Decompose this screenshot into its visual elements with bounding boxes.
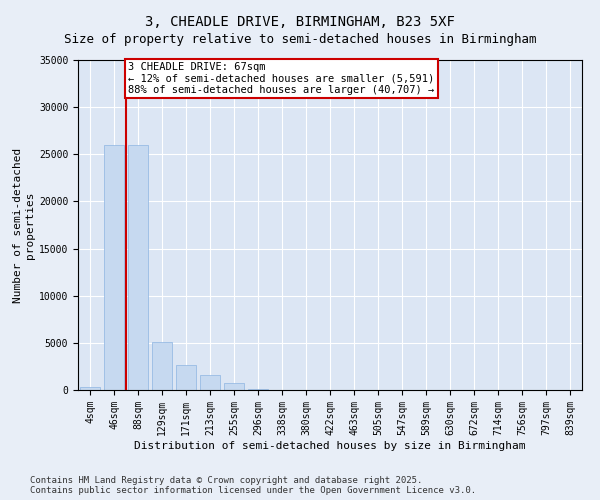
Bar	[200, 375, 220, 390]
Bar	[176, 364, 196, 390]
Bar	[128, 145, 148, 390]
Bar	[80, 387, 100, 390]
Bar	[104, 145, 124, 390]
Y-axis label: Number of semi-detached
properties: Number of semi-detached properties	[13, 148, 35, 302]
Text: 3 CHEADLE DRIVE: 67sqm
← 12% of semi-detached houses are smaller (5,591)
88% of : 3 CHEADLE DRIVE: 67sqm ← 12% of semi-det…	[128, 62, 434, 95]
Text: Contains HM Land Registry data © Crown copyright and database right 2025.
Contai: Contains HM Land Registry data © Crown c…	[30, 476, 476, 495]
Text: Size of property relative to semi-detached houses in Birmingham: Size of property relative to semi-detach…	[64, 32, 536, 46]
Bar	[248, 388, 268, 390]
X-axis label: Distribution of semi-detached houses by size in Birmingham: Distribution of semi-detached houses by …	[134, 440, 526, 450]
Bar	[152, 342, 172, 390]
Text: 3, CHEADLE DRIVE, BIRMINGHAM, B23 5XF: 3, CHEADLE DRIVE, BIRMINGHAM, B23 5XF	[145, 15, 455, 29]
Bar	[224, 384, 244, 390]
